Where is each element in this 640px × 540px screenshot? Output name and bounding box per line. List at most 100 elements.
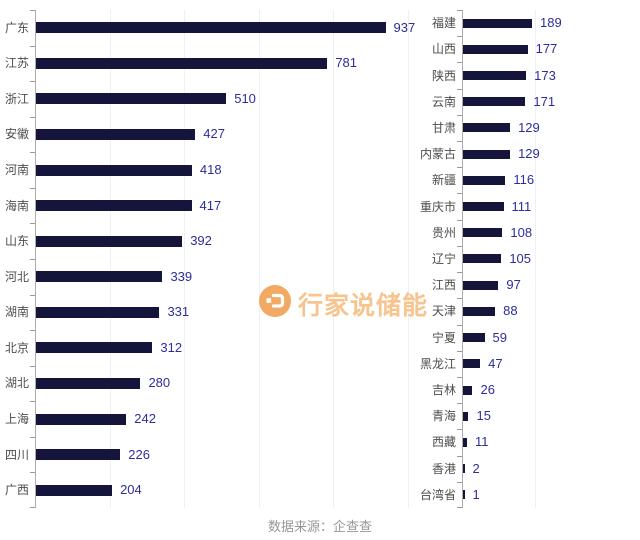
bar (36, 377, 141, 389)
bar (463, 385, 473, 395)
value-label: 937 (393, 19, 416, 35)
category-label: 天津 (431, 304, 456, 319)
value-label: 171 (533, 93, 556, 109)
category-label: 浙江 (4, 91, 29, 106)
bar (36, 164, 192, 176)
bar-row: 上海 242 (0, 401, 420, 437)
bar-row: 安徽 427 (0, 117, 420, 153)
bar (463, 44, 528, 54)
category-label: 广西 (4, 483, 29, 498)
category-label: 四川 (4, 447, 29, 462)
bar (463, 464, 465, 474)
bar-row: 吉林 26 (420, 377, 640, 403)
y-axis-line (35, 10, 36, 508)
chart-panel-left: 广东 937 江苏 781 浙江 510 安徽 427 河南 418 海南 417 山东 392 河北 339… (0, 10, 420, 508)
bar (463, 254, 502, 264)
bar (36, 93, 227, 105)
value-label: 129 (518, 146, 540, 162)
axis-tick (457, 193, 462, 194)
value-label: 97 (506, 277, 521, 293)
bar-row: 西藏 11 (420, 429, 640, 455)
bar-row: 广西 204 (0, 472, 420, 508)
bar-row: 青海 15 (420, 403, 640, 429)
axis-tick (457, 115, 462, 116)
bar-row: 山西 177 (420, 36, 640, 62)
value-label: 204 (120, 482, 142, 498)
axis-tick (457, 351, 462, 352)
bar (463, 149, 511, 159)
category-label: 山东 (4, 234, 29, 249)
bar-row: 湖南 331 (0, 295, 420, 331)
chart-panel-right: 福建 189 山西 177 陕西 173 云南 171 甘肃 129 内蒙古 129 新疆 116 重庆市 1… (420, 10, 640, 508)
bar-row: 新疆 116 (420, 167, 640, 193)
bar (463, 333, 485, 343)
axis-tick (30, 81, 35, 82)
bar (36, 342, 153, 354)
source-note: 数据来源：企查查 (268, 519, 373, 534)
bar-row: 陕西 173 (420, 62, 640, 88)
bar-row: 河北 339 (0, 259, 420, 295)
axis-tick (457, 89, 462, 90)
bar (36, 22, 386, 34)
category-label: 西藏 (431, 435, 456, 450)
bar (36, 235, 183, 247)
value-label: 418 (199, 162, 222, 178)
bar (463, 202, 504, 212)
axis-tick (457, 272, 462, 273)
value-label: 226 (128, 446, 150, 462)
bar (36, 306, 160, 318)
axis-tick (457, 298, 462, 299)
value-label: 189 (539, 15, 562, 31)
gridline (109, 10, 111, 508)
category-label: 宁夏 (431, 330, 456, 345)
bar (36, 271, 163, 283)
bar-row: 天津 88 (420, 298, 640, 324)
gridline (333, 10, 335, 508)
category-label: 黑龙江 (420, 356, 457, 371)
axis-tick (457, 167, 462, 168)
bar-row: 福建 189 (420, 10, 640, 36)
bar-row: 辽宁 105 (420, 246, 640, 272)
value-label: 11 (475, 434, 489, 450)
category-label: 北京 (4, 340, 29, 355)
category-label: 安徽 (4, 127, 29, 142)
bar-row: 甘肃 129 (420, 115, 640, 141)
axis-tick (30, 223, 35, 224)
bar (463, 97, 526, 107)
bar-row: 北京 312 (0, 330, 420, 366)
bar (36, 413, 127, 425)
value-label: 111 (511, 198, 532, 214)
bar-row: 重庆市 111 (420, 193, 640, 219)
axis-tick (457, 403, 462, 404)
category-label: 香港 (431, 461, 456, 476)
category-label: 青海 (431, 409, 456, 424)
bar-row: 黑龙江 47 (420, 351, 640, 377)
axis-tick (457, 141, 462, 142)
bar (463, 306, 496, 316)
axis-tick (30, 46, 35, 47)
axis-tick (457, 325, 462, 326)
axis-tick (457, 456, 462, 457)
bar-row: 内蒙古 129 (420, 141, 640, 167)
category-label: 江西 (431, 278, 456, 293)
value-label: 26 (480, 382, 495, 398)
axis-tick (457, 507, 462, 508)
category-label: 海南 (4, 198, 29, 213)
bar (36, 57, 328, 69)
value-label: 15 (476, 408, 491, 424)
axis-tick (457, 36, 462, 37)
value-label: 129 (518, 119, 540, 135)
value-label: 510 (234, 90, 256, 106)
bar-row: 江西 97 (420, 272, 640, 298)
axis-tick (457, 10, 462, 11)
gridline (258, 10, 260, 508)
bar (463, 123, 511, 133)
axis-tick (457, 429, 462, 430)
value-label: 116 (513, 172, 535, 188)
value-label: 392 (190, 233, 212, 249)
axis-tick (30, 401, 35, 402)
axis-tick (457, 377, 462, 378)
value-label: 417 (199, 197, 222, 213)
axis-tick (30, 295, 35, 296)
